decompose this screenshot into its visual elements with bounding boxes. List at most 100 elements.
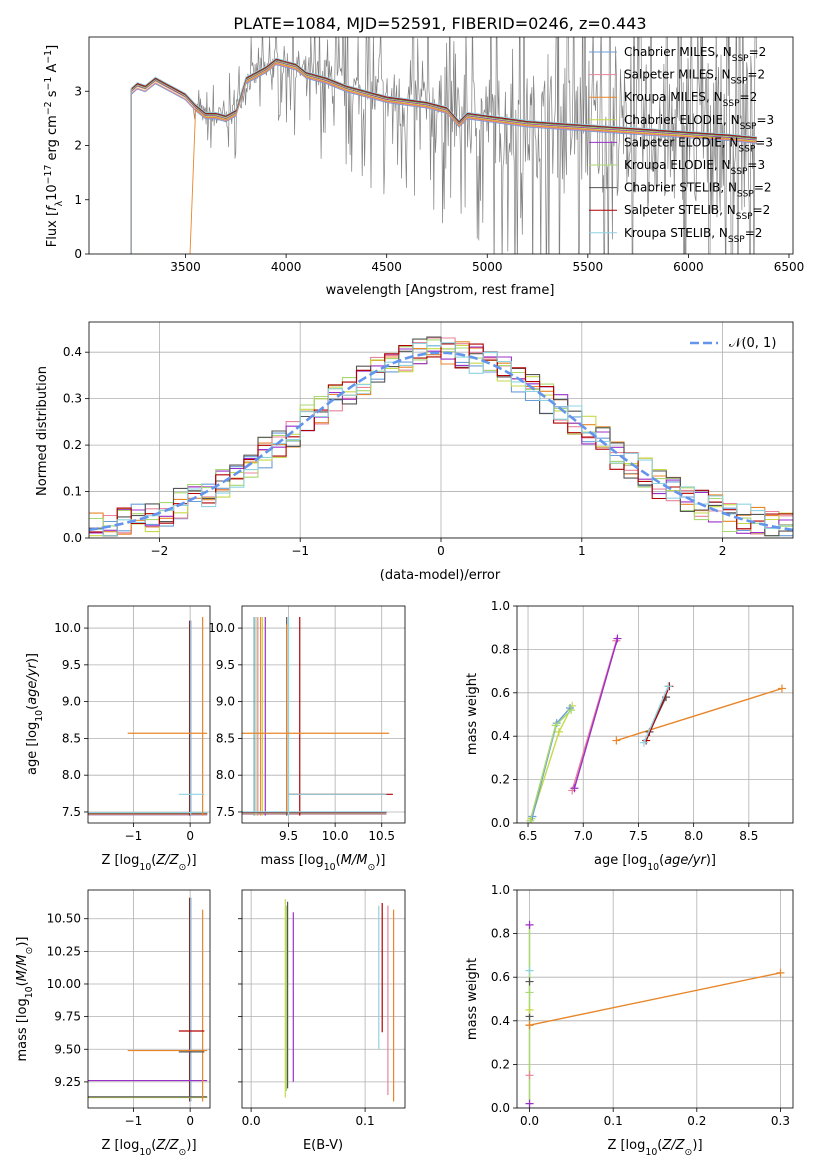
age-vs-Z-ytick-label: 8.5 bbox=[62, 731, 81, 745]
age-vs-Z-ytick-label: 9.5 bbox=[62, 658, 81, 672]
age-vs-mass-ytick-label: 10.0 bbox=[208, 621, 235, 635]
spectrum-model-line bbox=[189, 62, 757, 254]
mass-vs-EBV-xtick-label: 0.1 bbox=[356, 1114, 375, 1128]
weight-vs-age-line bbox=[531, 707, 571, 817]
weight-vs-age-xtick-label: 6.5 bbox=[518, 829, 537, 843]
weight-vs-age-xtick-label: 8.0 bbox=[684, 829, 703, 843]
age-vs-mass-ytick-label: 8.5 bbox=[216, 731, 235, 745]
mass-vs-Z-plot-area bbox=[88, 890, 210, 1108]
mass-vs-Z-ylabel: mass [log10(M/M⊙)] bbox=[15, 937, 35, 1062]
age-vs-Z-xlabel: Z [log10(Z/Z⊙)] bbox=[101, 853, 196, 873]
age-vs-mass-ytick-label: 9.5 bbox=[216, 658, 235, 672]
weight-vs-Z-marker bbox=[525, 1071, 534, 1080]
weight-vs-age-marker bbox=[567, 706, 576, 715]
weight-vs-Z-xtick-label: 0.3 bbox=[771, 1114, 790, 1128]
age-vs-mass-axes bbox=[238, 605, 406, 827]
weight-vs-Z-xtick-label: 0.0 bbox=[520, 1114, 539, 1128]
weight-vs-age-line bbox=[573, 638, 619, 789]
weight-vs-Z-ytick-label: 0.0 bbox=[491, 1101, 510, 1115]
spectrum-legend-entry: Salpeter MILES, NSSP=2 bbox=[624, 68, 765, 87]
residuals-histogram-step bbox=[89, 342, 793, 537]
weight-vs-age-axes bbox=[513, 605, 794, 827]
spectrum-ytick-label: 3 bbox=[74, 84, 82, 98]
mass-vs-Z-ytick-label: 10.00 bbox=[47, 977, 81, 991]
mass-vs-EBV-plot-area bbox=[242, 890, 405, 1108]
weight-vs-age-xtick-label: 7.5 bbox=[629, 829, 648, 843]
age-vs-Z-plot-area bbox=[88, 606, 210, 823]
weight-vs-age-line bbox=[616, 687, 783, 742]
weight-vs-Z-ylabel: mass weight bbox=[465, 958, 480, 1040]
weight-vs-age-xtick-label: 7.0 bbox=[574, 829, 593, 843]
weight-vs-Z-xlabel: Z [log10(Z/Z⊙)] bbox=[607, 1138, 702, 1158]
weight-vs-Z-frame bbox=[516, 889, 794, 1109]
residuals-axes bbox=[85, 321, 794, 542]
mass-vs-Z-ytick-label: 10.50 bbox=[47, 912, 81, 926]
weight-vs-age-marker bbox=[639, 738, 648, 747]
weight-vs-Z-ytick-label: 0.8 bbox=[491, 927, 510, 941]
residuals-normal-curve bbox=[89, 351, 793, 532]
spectrum-xtick-label: 3500 bbox=[170, 260, 201, 274]
residuals-ytick-label: 0.3 bbox=[63, 392, 82, 406]
weight-vs-Z-plot-area bbox=[517, 890, 793, 1108]
spectrum-legend-entry: Salpeter ELODIE, NSSP=3 bbox=[624, 135, 773, 154]
weight-vs-age-ytick-label: 1.0 bbox=[491, 599, 510, 613]
age-vs-mass-ytick-label: 8.0 bbox=[216, 768, 235, 782]
mass-vs-Z-frame bbox=[87, 889, 211, 1109]
weight-vs-age-ytick-label: 0.0 bbox=[491, 816, 510, 830]
spectrum-xtick-label: 6000 bbox=[673, 260, 704, 274]
spectrum-plot-area bbox=[130, 37, 757, 254]
residuals-ytick-label: 0.0 bbox=[63, 531, 82, 545]
weight-vs-Z-marker bbox=[525, 1005, 534, 1014]
weight-vs-age-marker bbox=[526, 816, 535, 823]
spectrum-legend-entry: Chabrier STELIB, NSSP=2 bbox=[624, 181, 772, 200]
weight-vs-Z-marker bbox=[525, 1099, 534, 1108]
weight-vs-age-marker bbox=[554, 727, 563, 736]
residuals-ytick-label: 0.4 bbox=[63, 345, 82, 359]
weight-vs-Z-marker bbox=[525, 966, 534, 975]
age-vs-mass-xtick-label: 10.5 bbox=[368, 829, 395, 843]
residuals-xtick-label: 0 bbox=[437, 544, 445, 558]
age-vs-Z-ytick-label: 7.5 bbox=[62, 805, 81, 819]
mass-vs-Z-xlabel: Z [log10(Z/Z⊙)] bbox=[101, 1138, 196, 1158]
spectrum-legend-entry: Kroupa MILES, NSSP=2 bbox=[624, 90, 757, 109]
age-vs-Z-axes bbox=[84, 605, 211, 827]
mass-vs-Z-xtick-label: −1 bbox=[125, 1114, 143, 1128]
weight-vs-age-marker bbox=[570, 784, 579, 793]
weight-vs-age-xtick-label: 8.5 bbox=[739, 829, 758, 843]
residuals-xtick-label: −2 bbox=[151, 544, 169, 558]
weight-vs-Z-marker bbox=[525, 1021, 534, 1030]
spectrum-xtick-label: 5000 bbox=[472, 260, 503, 274]
age-vs-Z-xtick-label: −1 bbox=[125, 829, 143, 843]
weight-vs-Z-marker bbox=[776, 968, 785, 977]
weight-vs-age-plot-area bbox=[517, 606, 793, 823]
residuals-histogram-step bbox=[89, 343, 793, 537]
residuals-plot-area bbox=[89, 322, 793, 538]
residuals-histogram-step bbox=[89, 336, 793, 537]
mass-vs-EBV-axes bbox=[238, 889, 406, 1112]
mass-vs-Z-axes bbox=[84, 889, 211, 1112]
mass-vs-EBV-xlabel: E(B-V) bbox=[303, 1138, 343, 1153]
weight-vs-Z-ytick-label: 0.2 bbox=[491, 1057, 510, 1071]
age-vs-mass-xtick-label: 10.0 bbox=[322, 829, 349, 843]
weight-vs-Z-axes bbox=[513, 889, 794, 1112]
weight-vs-age-ytick-label: 0.6 bbox=[491, 686, 510, 700]
weight-vs-age-frame bbox=[516, 605, 794, 824]
weight-vs-Z-marker bbox=[525, 977, 534, 986]
age-vs-mass-frame bbox=[241, 605, 406, 824]
spectrum-ytick-label: 2 bbox=[74, 139, 82, 153]
weight-vs-age-line bbox=[645, 686, 671, 741]
weight-vs-age-ylabel: mass weight bbox=[465, 673, 480, 755]
spectrum-model-line bbox=[130, 64, 757, 254]
weight-vs-Z-line bbox=[529, 972, 781, 1026]
spectrum-data-line bbox=[130, 37, 757, 254]
spectrum-xtick-label: 4000 bbox=[271, 260, 302, 274]
age-vs-mass-ytick-label: 9.0 bbox=[216, 695, 235, 709]
spectrum-axes bbox=[85, 36, 794, 258]
mass-vs-Z-ytick-label: 10.25 bbox=[47, 944, 81, 958]
spectrum-legend-entry: Kroupa ELODIE, NSSP=3 bbox=[624, 158, 765, 177]
weight-vs-age-marker bbox=[664, 682, 673, 691]
weight-vs-age-line bbox=[643, 686, 669, 743]
age-vs-mass-xtick-label: 9.5 bbox=[279, 829, 298, 843]
weight-vs-age-ytick-label: 0.4 bbox=[491, 729, 510, 743]
